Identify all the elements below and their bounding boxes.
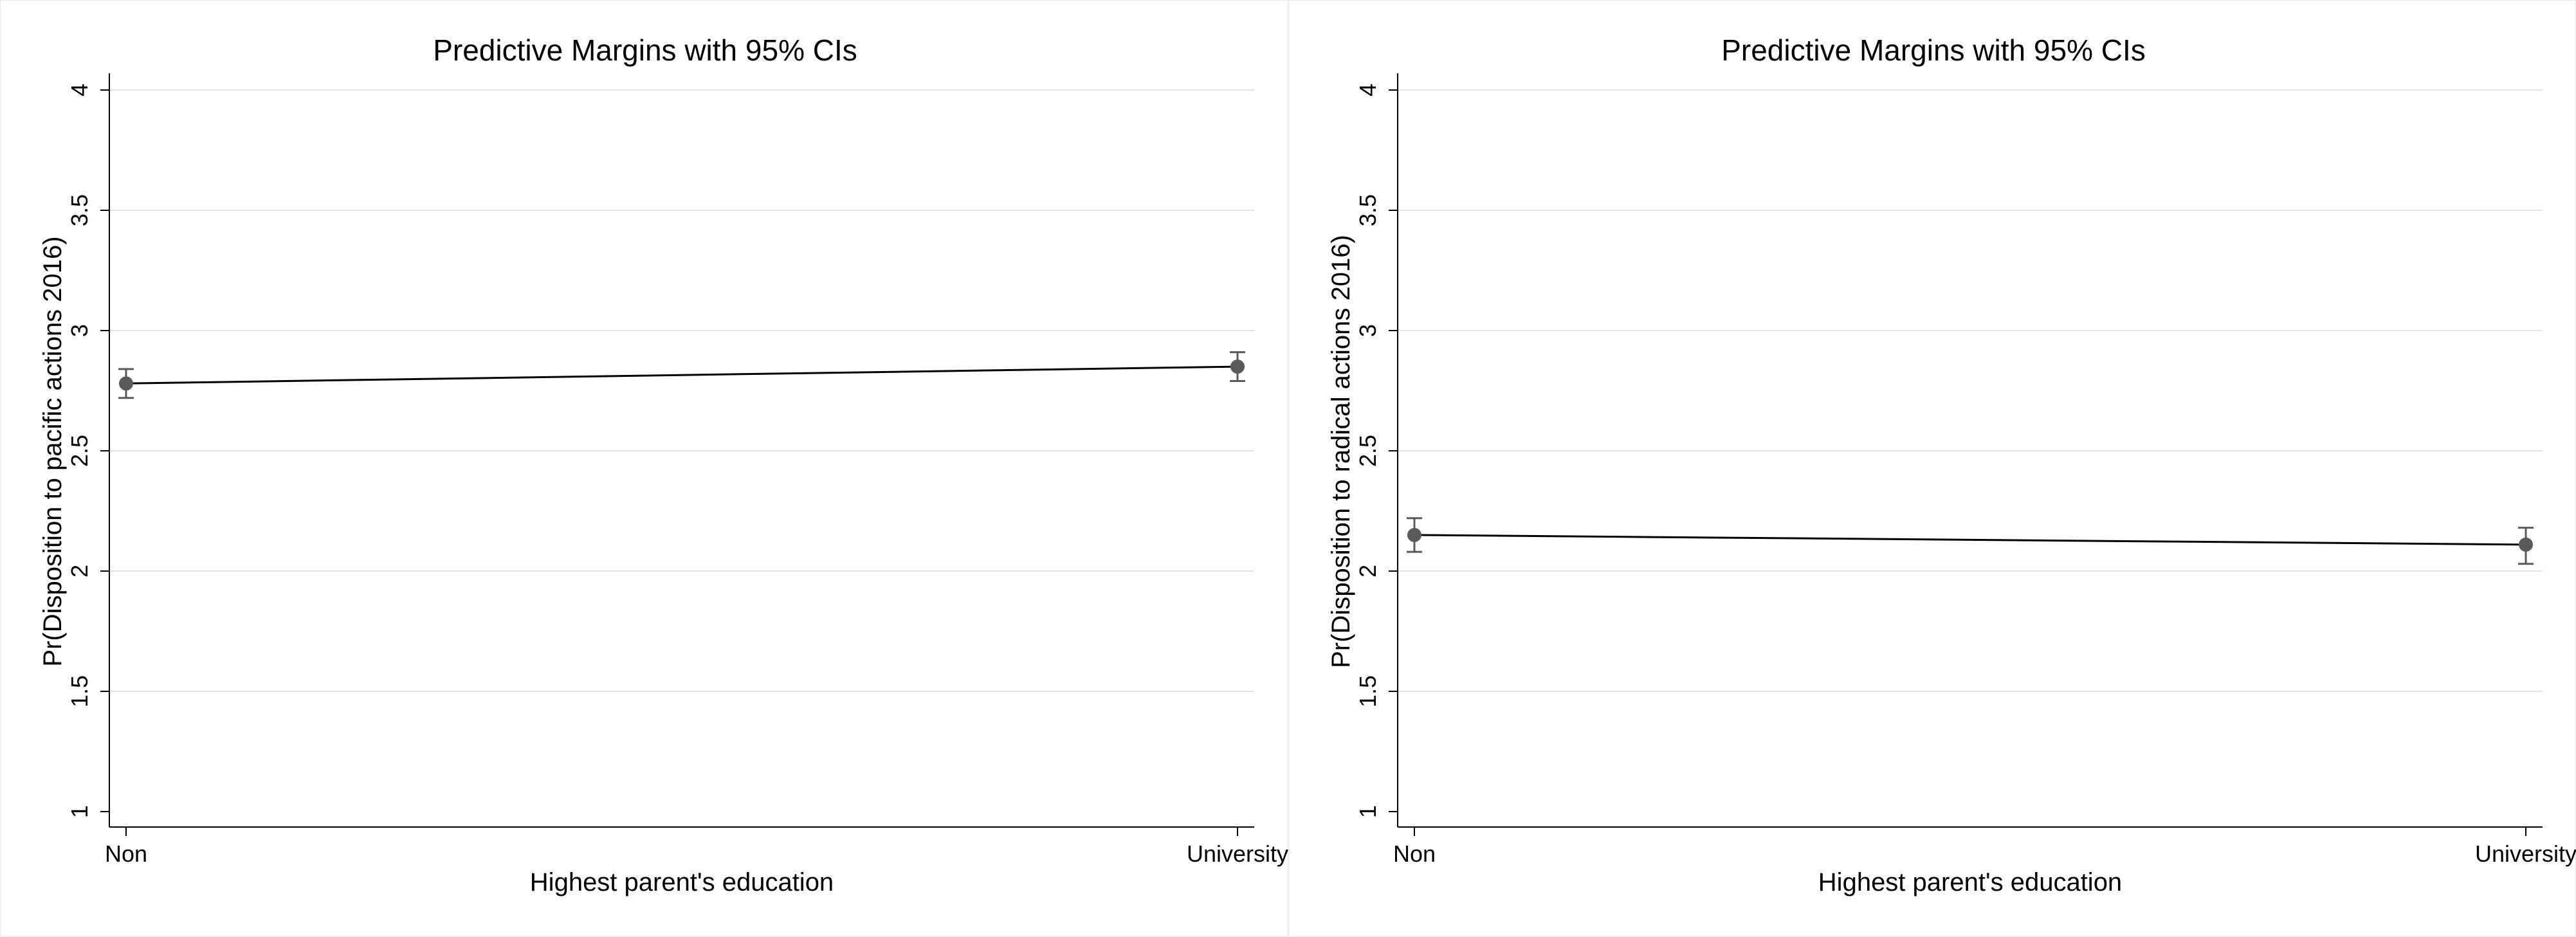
right-y-tick-label: 1	[1355, 805, 1381, 818]
left-data-point	[1230, 359, 1245, 374]
right-data-point	[2519, 537, 2533, 552]
left-chart-svg: Predictive Margins with 95% CIs 1 1.5 2 2.5…	[0, 0, 1288, 937]
right-y-tick-label: 3	[1355, 324, 1381, 337]
right-chart-frame	[1288, 0, 2576, 937]
left-data-point	[119, 376, 133, 391]
right-y-tick-label: 1.5	[1355, 675, 1381, 707]
left-y-tick-label: 3	[66, 324, 93, 337]
right-chart-svg: Predictive Margins with 95% CIs 1 1.5 2 2.5…	[1288, 0, 2576, 937]
right-y-tick-label: 2.5	[1355, 435, 1381, 467]
right-data-point	[1407, 527, 1421, 542]
left-y-tick-label: 2	[66, 565, 93, 578]
left-x-tick-label: University	[1187, 841, 1288, 867]
left-y-axis-label: Pr(Disposition to pacific actions 2016)	[39, 236, 67, 666]
left-x-tick-label: Non	[105, 841, 147, 867]
right-x-axis-label: Highest parent's education	[1818, 868, 2122, 896]
left-chart-frame	[0, 0, 1288, 937]
right-y-tick-label: 4	[1355, 84, 1381, 96]
right-chart-title: Predictive Margins with 95% CIs	[1721, 33, 2146, 67]
left-y-tick-label: 2.5	[66, 435, 93, 467]
right-y-axis-label: Pr(Disposition to radical actions 2016)	[1327, 235, 1355, 668]
right-series-line	[1414, 534, 2526, 546]
left-chart-panel: Predictive Margins with 95% CIs 1 1.5 2 2.5…	[0, 0, 1288, 937]
right-x-tick-label: Non	[1393, 841, 1436, 867]
left-y-tick-label: 3.5	[66, 194, 93, 226]
left-chart-title: Predictive Margins with 95% CIs	[433, 33, 857, 67]
left-y-tick-label: 1.5	[66, 675, 93, 707]
left-y-tick-label: 1	[66, 805, 93, 818]
left-y-tick-label: 4	[66, 84, 93, 96]
right-y-tick-label: 3.5	[1355, 194, 1381, 226]
left-series-line	[125, 365, 1238, 385]
left-x-axis-label: Highest parent's education	[530, 868, 834, 896]
right-x-tick-label: University	[2475, 841, 2576, 867]
right-chart-panel: Predictive Margins with 95% CIs 1 1.5 2 2.5…	[1288, 0, 2576, 937]
right-y-tick-label: 2	[1355, 565, 1381, 578]
